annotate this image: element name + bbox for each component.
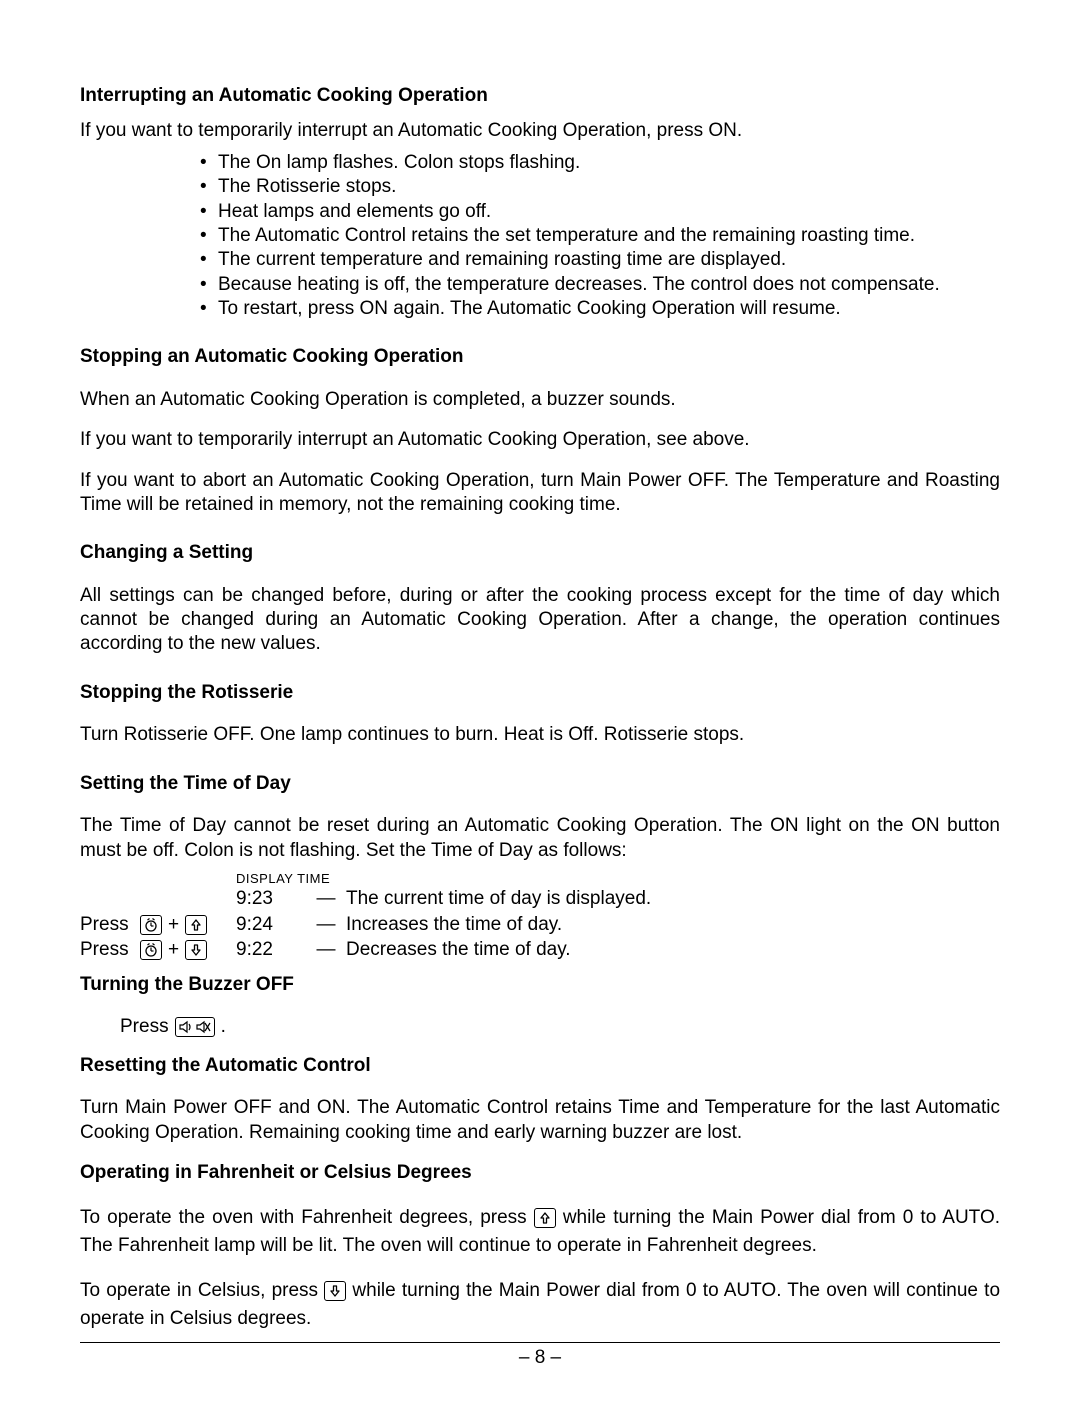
bullet-item: Because heating is off, the temperature … [200, 273, 1000, 297]
clock-icon [140, 940, 162, 960]
tod-column-header: DISPLAY TIME [236, 871, 1000, 886]
para-stop-rot-1: Turn Rotisserie OFF. One lamp continues … [80, 723, 1000, 747]
para-fahrenheit: To operate the oven with Fahrenheit degr… [80, 1204, 1000, 1261]
para-celsius: To operate in Celsius, press while turni… [80, 1277, 1000, 1334]
buzzer-mute-icon [175, 1017, 215, 1037]
clock-icon [140, 915, 162, 935]
heading-interrupting: Interrupting an Automatic Cooking Operat… [80, 84, 1000, 109]
tod-time: 9:23 [236, 886, 306, 912]
para-interrupting-intro: If you want to temporarily interrupt an … [80, 119, 1000, 143]
para-stopping-3: If you want to abort an Automatic Cookin… [80, 469, 1000, 518]
text-fragment: To operate in Celsius, press [80, 1280, 324, 1301]
bullet-item: The On lamp flashes. Colon stops flashin… [200, 151, 1000, 175]
buzzer-off-instruction: Press . [120, 1016, 1000, 1038]
tod-press-label: Press [80, 912, 140, 938]
interrupting-bullets: The On lamp flashes. Colon stops flashin… [80, 151, 1000, 321]
tod-row: Press + 9:22 — Decreases the time of day… [80, 937, 1000, 963]
heading-stop-rotisserie: Stopping the Rotisserie [80, 681, 1000, 706]
heading-changing: Changing a Setting [80, 541, 1000, 566]
tod-row: 9:23 — The current time of day is displa… [80, 886, 1000, 912]
tod-icons-cell: + [140, 912, 236, 938]
arrow-up-icon [185, 915, 207, 935]
period: . [221, 1016, 226, 1038]
para-stopping-2: If you want to temporarily interrupt an … [80, 428, 1000, 452]
tod-time: 9:24 [236, 912, 306, 938]
heading-fahrenheit-celsius: Operating in Fahrenheit or Celsius Degre… [80, 1161, 1000, 1186]
arrow-down-icon [185, 940, 207, 960]
tod-description: Decreases the time of day. [346, 937, 1000, 963]
tod-dash: — [306, 937, 346, 963]
bullet-item: The current temperature and remaining ro… [200, 248, 1000, 272]
tod-row: Press + 9:24 — Increases the time of day… [80, 912, 1000, 938]
plus-label: + [166, 937, 181, 963]
text-fragment: To operate the oven with Fahrenheit degr… [80, 1207, 534, 1228]
para-tod-intro: The Time of Day cannot be reset during a… [80, 814, 1000, 863]
heading-time-of-day: Setting the Time of Day [80, 772, 1000, 797]
arrow-up-icon [534, 1208, 556, 1228]
footer-rule [80, 1342, 1000, 1343]
heading-stopping: Stopping an Automatic Cooking Operation [80, 345, 1000, 370]
page-number: – 8 – [80, 1347, 1000, 1369]
para-stopping-1: When an Automatic Cooking Operation is c… [80, 388, 1000, 412]
bullet-item: Heat lamps and elements go off. [200, 200, 1000, 224]
bullet-item: To restart, press ON again. The Automati… [200, 297, 1000, 321]
arrow-down-icon [324, 1281, 346, 1301]
heading-reset: Resetting the Automatic Control [80, 1054, 1000, 1079]
heading-buzzer-off: Turning the Buzzer OFF [80, 973, 1000, 998]
para-changing-1: All settings can be changed before, duri… [80, 584, 1000, 657]
press-label: Press [120, 1016, 169, 1038]
tod-press-label: Press [80, 937, 140, 963]
plus-label: + [166, 912, 181, 938]
time-of-day-table: DISPLAY TIME 9:23 — The current time of … [80, 871, 1000, 963]
tod-dash: — [306, 912, 346, 938]
tod-description: The current time of day is displayed. [346, 886, 1000, 912]
bullet-item: The Automatic Control retains the set te… [200, 224, 1000, 248]
tod-dash: — [306, 886, 346, 912]
tod-time: 9:22 [236, 937, 306, 963]
bullet-item: The Rotisserie stops. [200, 175, 1000, 199]
tod-icons-cell: + [140, 937, 236, 963]
para-reset-1: Turn Main Power OFF and ON. The Automati… [80, 1096, 1000, 1145]
manual-page: Interrupting an Automatic Cooking Operat… [0, 0, 1080, 1409]
tod-description: Increases the time of day. [346, 912, 1000, 938]
